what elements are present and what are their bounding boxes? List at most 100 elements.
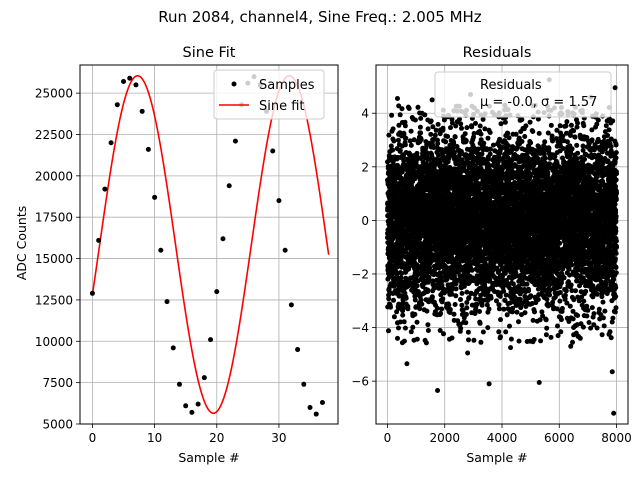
residual-point [425,328,431,333]
residual-point [428,131,434,137]
residual-point [485,325,491,331]
y-tick-label: 5000 [42,418,73,432]
sample-point [208,337,214,343]
sample-point [114,102,120,108]
residual-point [496,306,502,312]
residual-point [389,112,395,118]
residual-point [402,123,408,129]
sample-point [276,198,282,204]
residual-point [391,283,397,289]
residual-point [446,302,452,308]
x-tick-label: 10 [147,431,162,445]
y-tick-label: 20000 [35,169,73,183]
residual-point [398,275,404,281]
residual-point [514,309,520,315]
residual-point [486,306,492,312]
residual-point [445,134,451,139]
sample-point [214,289,220,295]
residual-point [498,121,504,127]
sample-point [164,299,170,305]
residuals-xlabel: Sample # [466,450,527,465]
residual-point [412,297,418,303]
residual-point [474,301,480,307]
residual-point [396,103,402,109]
residual-point [402,142,408,148]
residual-point [386,328,391,334]
residual-point [479,151,485,157]
residual-point [401,319,407,325]
residual-point [459,290,465,296]
residual-point [412,311,418,317]
residual-point [496,329,502,335]
residual-point [401,132,407,137]
residual-point [386,296,392,302]
residual-point [477,309,482,314]
residuals-title: Residuals [463,45,532,61]
sample-point [152,194,158,200]
y-tick-label: 4 [361,107,369,121]
residual-point [463,320,469,326]
residual-point [516,319,521,325]
residual-point [425,322,431,328]
sine-fit-legend: Samples Sine fit [213,69,325,120]
sample-point [313,411,319,417]
residual-point [391,138,397,144]
residual-point [419,301,425,307]
residual-point [469,124,475,130]
sample-point [220,236,226,242]
residual-point [481,140,487,146]
residual-point [407,138,413,144]
residual-point [506,135,512,141]
sine-fit-legend-box [213,69,325,120]
sample-point [176,381,182,387]
residual-point [448,125,453,131]
legend-samples-marker [231,81,237,87]
residual-point [519,139,525,144]
residual-point [502,119,508,125]
sample-point [139,108,145,114]
sample-point [307,404,313,410]
residual-point [390,126,396,132]
sine-fit-xlabel: Sample # [178,450,239,465]
residual-point [425,126,431,132]
residual-point [522,134,528,139]
sample-point [133,82,139,88]
residual-point [403,135,409,141]
residuals-panel: Residuals Sample # 0 2000 4000 6000 8000−6−4… [351,45,632,465]
sample-point [89,290,95,296]
residual-point [418,130,424,136]
sample-point [102,186,108,192]
residual-point [458,121,464,127]
sample-point [183,403,189,409]
residual-point [408,128,414,134]
y-tick-label: 15000 [35,252,73,266]
residual-point [417,124,423,130]
residual-point [478,131,484,137]
residual-point [508,336,514,342]
sample-point [145,146,151,152]
sample-point [270,148,276,154]
sample-point [319,399,325,405]
y-tick-label: 2 [361,160,369,174]
sample-point [170,345,176,351]
sample-point [226,183,232,189]
x-tick-label: 4000 [487,431,518,445]
residual-point [507,323,512,329]
residual-point [418,297,424,303]
residual-point [424,150,430,156]
y-tick-label: −2 [351,267,369,281]
residual-point [418,137,424,143]
residual-point [464,305,470,311]
residual-point [399,270,405,276]
x-tick-label: 2000 [429,431,460,445]
sine-fit-panel: Sine Fit Sample # ADC Counts 0 10 20 305000… [14,45,339,465]
residual-point [427,265,433,271]
residual-point [397,319,403,325]
y-tick-label: 7500 [42,376,73,390]
residual-point [453,293,459,299]
residual-point [466,337,471,343]
residual-point [425,287,431,293]
residual-point [463,311,469,317]
